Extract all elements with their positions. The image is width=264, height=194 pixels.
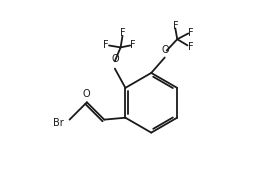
- Text: F: F: [130, 41, 136, 50]
- Text: F: F: [120, 28, 125, 38]
- Text: F: F: [173, 21, 178, 31]
- Text: F: F: [103, 41, 109, 50]
- Text: Br: Br: [53, 119, 64, 128]
- Text: F: F: [187, 42, 193, 52]
- Text: O: O: [111, 54, 119, 64]
- Text: F: F: [188, 29, 194, 38]
- Text: O: O: [82, 89, 90, 99]
- Text: O: O: [162, 45, 169, 55]
